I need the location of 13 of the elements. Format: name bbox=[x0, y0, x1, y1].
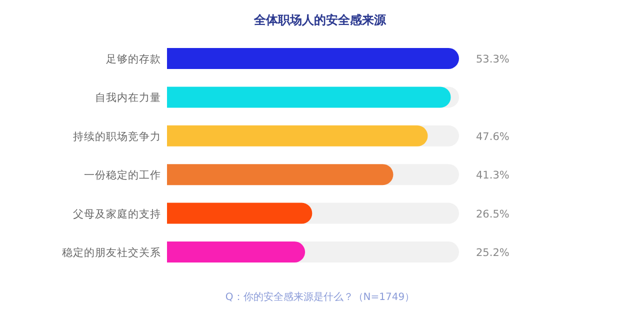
data-label: 25.2% bbox=[476, 247, 510, 259]
y-tick-label: 自我内在力量 bbox=[95, 91, 161, 104]
y-tick-label: 足够的存款 bbox=[106, 54, 161, 66]
y-tick-label: 持续的职场竞争力 bbox=[73, 130, 161, 143]
data-label: 53.3% bbox=[476, 54, 510, 66]
text: Q：你的安全感来源是什么？（N=1749） bbox=[225, 291, 415, 303]
data-label: 26.5% bbox=[476, 208, 510, 220]
y-tick-label: 父母及家庭的支持 bbox=[73, 207, 161, 220]
y-tick-label: 一份稳定的工作 bbox=[84, 168, 161, 182]
data-label: 41.3% bbox=[476, 170, 510, 182]
data-label: 47.6% bbox=[476, 130, 510, 143]
y-tick-label: 稳定的朋友社交关系 bbox=[62, 246, 161, 259]
chart-title: 全体职场人的安全感来源 bbox=[253, 13, 387, 27]
